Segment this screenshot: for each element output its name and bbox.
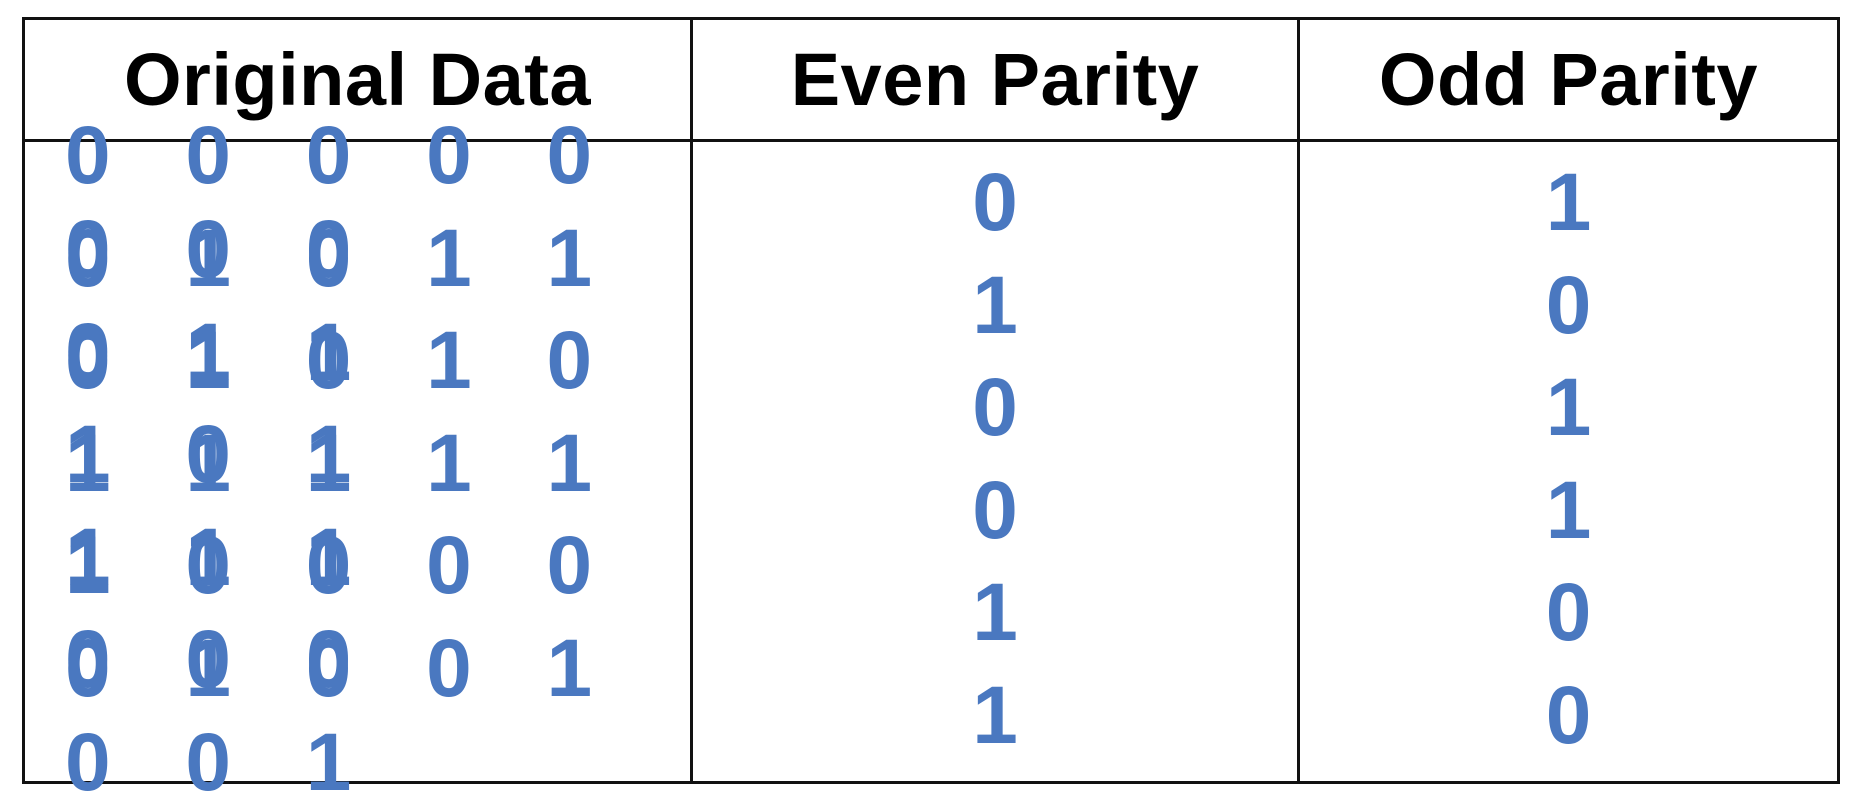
header-even-parity: Even Parity bbox=[693, 20, 1300, 142]
odd-parity-cell: 0 bbox=[1545, 259, 1592, 351]
header-odd-parity: Odd Parity bbox=[1300, 20, 1837, 142]
original-data-column: 0 0 0 0 0 0 0 0 0 1 0 1 1 0 1 1 0 1 0 1 … bbox=[25, 110, 693, 808]
even-parity-cell: 1 bbox=[972, 567, 1018, 659]
even-parity-column: 0 1 0 0 1 1 bbox=[693, 142, 1300, 781]
odd-parity-cell: 1 bbox=[1545, 464, 1592, 556]
odd-parity-cell: 1 bbox=[1545, 157, 1592, 249]
header-original-data: Original Data bbox=[25, 20, 693, 142]
odd-parity-cell: 1 bbox=[1545, 362, 1592, 454]
odd-parity-cell: 0 bbox=[1545, 567, 1592, 659]
original-data-cell: 0 1 0 0 1 0 0 1 bbox=[65, 622, 619, 808]
even-parity-cell: 0 bbox=[972, 464, 1018, 556]
parity-table: Original Data Even Parity Odd Parity 0 0… bbox=[22, 17, 1840, 808]
even-parity-cell: 0 bbox=[972, 362, 1018, 454]
even-parity-cell: 1 bbox=[972, 669, 1018, 761]
even-parity-cell: 0 bbox=[972, 157, 1018, 249]
odd-parity-column: 1 0 1 1 0 0 bbox=[1300, 142, 1837, 781]
even-parity-cell: 1 bbox=[972, 259, 1018, 351]
odd-parity-cell: 0 bbox=[1545, 669, 1592, 761]
